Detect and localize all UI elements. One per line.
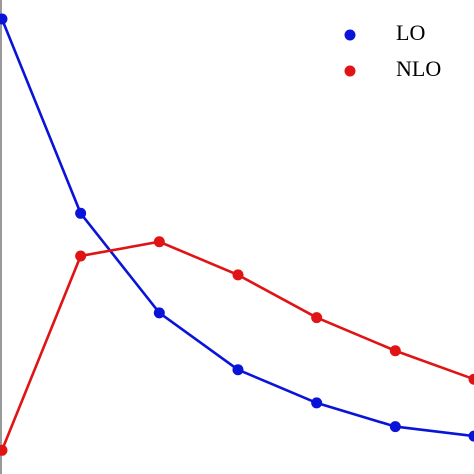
legend-marker (344, 29, 356, 41)
data-point (75, 207, 87, 219)
legend-marker (344, 65, 356, 77)
legend-label: NLO (396, 56, 441, 81)
data-point (232, 364, 244, 376)
data-point (468, 430, 474, 442)
data-point (311, 397, 323, 409)
data-point (468, 373, 474, 385)
data-point (0, 444, 8, 456)
data-point (389, 421, 401, 433)
data-point (153, 307, 165, 319)
data-point (311, 312, 323, 324)
data-point (389, 345, 401, 357)
data-point (75, 250, 87, 262)
data-point (153, 236, 165, 248)
legend-label: LO (396, 20, 425, 45)
data-point (232, 269, 244, 281)
data-point (0, 13, 8, 25)
